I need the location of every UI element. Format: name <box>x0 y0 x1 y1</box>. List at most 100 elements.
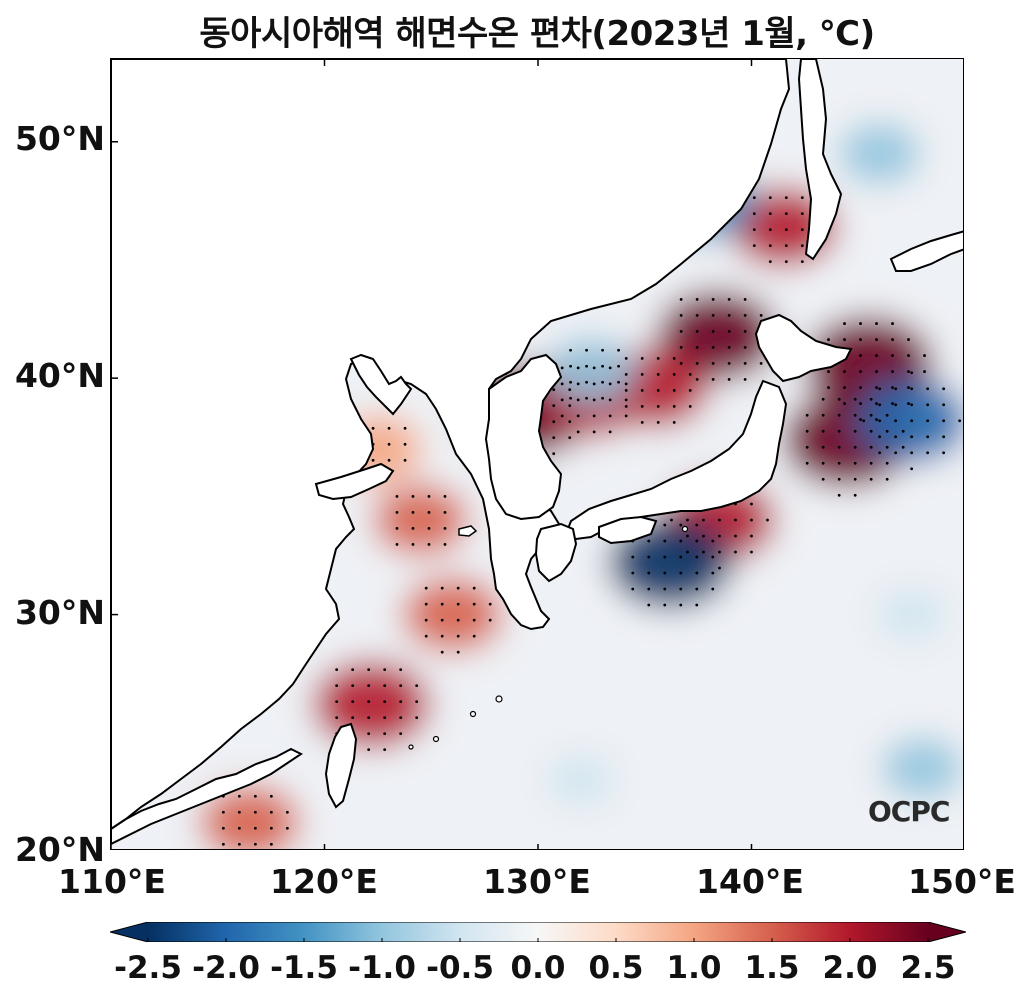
stipple-dot-140 <box>560 366 564 370</box>
land-ryukyu-1 <box>495 695 503 703</box>
stipple-dot-367 <box>711 555 715 559</box>
stipple-dot-44 <box>821 445 825 449</box>
land-liaodong <box>349 353 413 416</box>
stipple-dot-228 <box>383 748 387 752</box>
axis-ticks <box>111 59 753 849</box>
stipple-dot-26 <box>891 354 894 357</box>
stipple-dot-28 <box>891 386 894 389</box>
stipple-dot-258 <box>395 511 399 514</box>
anomaly-blob-7 <box>312 660 431 749</box>
stipple-dot-227 <box>383 732 387 736</box>
stipple-dot-102 <box>743 378 747 381</box>
stipple-dot-398 <box>958 419 962 423</box>
stipple-dot-365 <box>695 603 699 607</box>
stipple-dot-389 <box>926 403 930 407</box>
stipple-dot-150 <box>592 382 596 386</box>
stipple-dot-97 <box>743 298 747 301</box>
stipple-dot-22 <box>875 402 878 405</box>
stipple-dot-152 <box>592 414 596 418</box>
stipple-dot-299 <box>253 826 257 830</box>
stipple-dot-11 <box>859 338 862 341</box>
land-shikoku <box>598 515 658 545</box>
stipple-dot-202 <box>800 260 804 264</box>
land-kuril-north <box>889 230 963 272</box>
stipple-dot-257 <box>395 495 399 498</box>
stipple-dot-370 <box>862 419 866 423</box>
stipple-dot-421 <box>569 380 572 384</box>
colorbar-tick-label-10: 2.5 <box>900 950 956 986</box>
stipple-dot-79 <box>695 298 699 301</box>
stipple-dot-94 <box>727 346 731 349</box>
stipple-dot-98 <box>743 314 747 317</box>
stipple-dot-255 <box>488 602 492 606</box>
stipple-dot-420 <box>569 364 572 368</box>
stipple-dot-219 <box>367 700 371 704</box>
stipple-dot-190 <box>768 228 772 232</box>
stipple-dot-361 <box>695 539 699 543</box>
stipple-dot-384 <box>910 419 914 423</box>
stipple-dot-46 <box>821 477 825 481</box>
stipple-dot-166 <box>640 357 644 360</box>
stipple-dot-50 <box>837 445 841 449</box>
stipple-dot-349 <box>663 539 667 543</box>
stipple-dot-306 <box>285 810 289 814</box>
stipple-dot-374 <box>878 435 882 439</box>
stipple-dot-160 <box>624 398 628 402</box>
stipple-dot-206 <box>335 668 339 672</box>
stipple-dot-297 <box>253 794 257 798</box>
stipple-dot-49 <box>837 429 841 433</box>
stipple-dot-268 <box>427 543 431 546</box>
stipple-dot-289 <box>221 810 225 814</box>
stipple-dot-373 <box>878 419 882 423</box>
stipple-dot-76 <box>679 330 683 333</box>
stipple-dot-35 <box>923 354 926 357</box>
stipple-dot-348 <box>663 523 667 527</box>
stipple-dot-313 <box>686 550 689 554</box>
colorbar-body <box>148 922 928 942</box>
stipple-dot-159 <box>624 382 628 386</box>
stipple-dot-226 <box>383 716 387 720</box>
lon-label-120: 120°E <box>270 862 378 901</box>
stipple-dot-167 <box>640 373 644 376</box>
stipple-dot-222 <box>367 748 371 752</box>
colorbar-tick-label-8: 1.5 <box>744 950 800 986</box>
stipple-dot-225 <box>383 700 387 704</box>
anomaly-blob-13 <box>608 516 732 609</box>
lon-label-140: 140°E <box>696 862 804 901</box>
stipple-dot-375 <box>878 451 882 455</box>
stipple-dot-179 <box>672 405 676 408</box>
stipple-dot-74 <box>679 298 683 301</box>
colorbar-extend-high <box>928 922 966 942</box>
stipple-dot-429 <box>601 380 604 384</box>
stipple-dot-45 <box>821 461 825 465</box>
stipple-dot-19 <box>875 354 878 357</box>
colorbar-tick-label-0: -2.5 <box>114 950 182 986</box>
stipple-dot-175 <box>656 421 660 424</box>
stipple-dot-164 <box>624 389 628 392</box>
stipple-dot-43 <box>821 429 825 433</box>
stipple-dot-56 <box>853 429 857 433</box>
stipple-dot-236 <box>415 716 419 720</box>
stipple-dot-0 <box>827 338 830 341</box>
stipple-dot-155 <box>608 382 612 386</box>
stipple-dot-303 <box>269 810 273 814</box>
stipple-dot-147 <box>576 414 580 418</box>
stipple-dot-285 <box>403 426 407 430</box>
stipple-dot-281 <box>387 426 391 430</box>
stipple-dot-157 <box>608 414 612 418</box>
stipple-dot-17 <box>875 322 878 325</box>
stipple-dot-25 <box>891 338 894 341</box>
stipple-dot-229 <box>399 668 403 672</box>
colorbar-tick-label-9: 2.0 <box>822 950 878 986</box>
stipple-dot-65 <box>869 461 873 465</box>
stipple-dot-430 <box>601 396 604 400</box>
stipple-dot-271 <box>443 527 447 530</box>
stipple-dot-93 <box>727 330 731 333</box>
stipple-dot-369 <box>711 587 715 591</box>
stipple-dot-8 <box>843 386 846 389</box>
stipple-dot-263 <box>411 527 415 530</box>
lon-label-110: 110°E <box>58 862 166 901</box>
stipple-dot-292 <box>237 794 241 798</box>
stipple-dot-192 <box>768 260 772 264</box>
stipple-dot-363 <box>695 571 699 575</box>
